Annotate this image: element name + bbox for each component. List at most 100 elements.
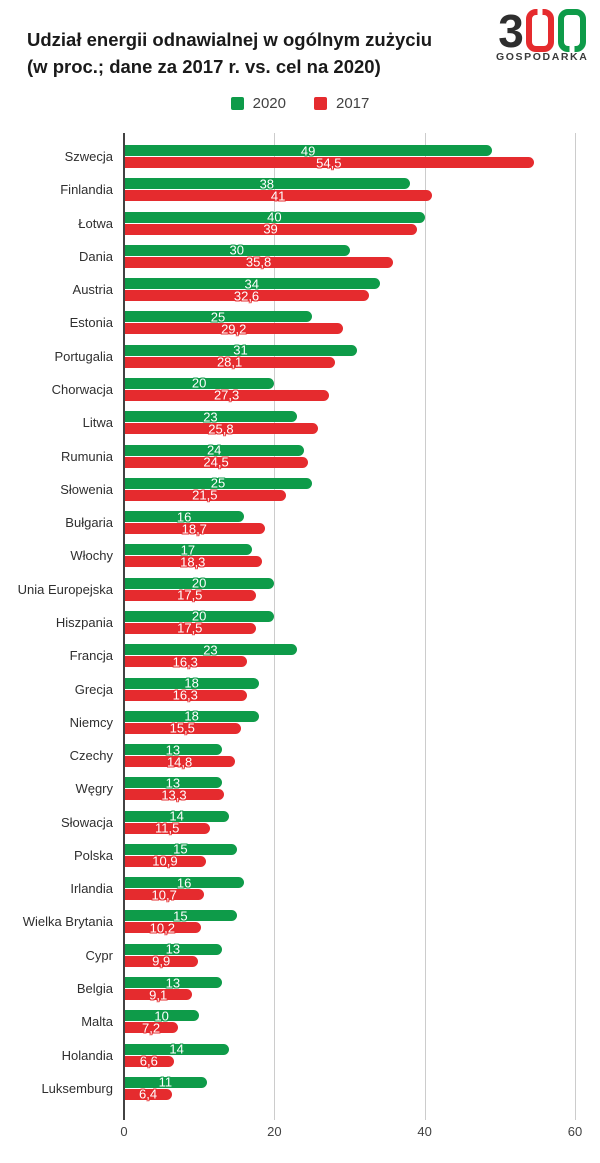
category-label: Szwecja	[64, 149, 113, 164]
bar-2017[interactable]: 6,6	[124, 1055, 174, 1068]
bar-value-label: 29,2	[221, 321, 247, 337]
bar-2017[interactable]: 54,5	[124, 156, 534, 169]
bar-2020[interactable]: 25	[124, 309, 312, 325]
bar-2017[interactable]: 9,1	[124, 988, 193, 1001]
legend: 2020 2017	[0, 95, 600, 112]
bar-2017[interactable]: 7,2	[124, 1021, 179, 1034]
bar-2020[interactable]: 24	[124, 444, 305, 457]
bar-2020[interactable]: 18	[124, 675, 260, 691]
bar-value-label: 41	[270, 188, 286, 204]
bar-2020[interactable]: 20	[124, 608, 275, 624]
logo-300gospodarka: 3 GOSPODARKA	[496, 4, 589, 64]
bar-2017[interactable]: 18,3	[124, 555, 262, 568]
bar-value-label: 18,7	[181, 521, 207, 537]
bar-2017[interactable]: 17,5	[124, 587, 256, 603]
bar-group: 34 32,6	[124, 276, 575, 304]
bar-2020[interactable]: 13	[124, 743, 222, 756]
bar-2017[interactable]: 32,6	[124, 288, 370, 304]
bar-2020[interactable]: 30	[124, 242, 350, 258]
bar-value-label: 34	[244, 276, 260, 292]
bar-2017[interactable]: 10,9	[124, 855, 206, 868]
bar-2017[interactable]: 39	[124, 223, 418, 236]
category-label: Łotwa	[78, 215, 113, 231]
bar-2017[interactable]: 13,3	[124, 787, 224, 803]
bar-group: 40 39	[124, 211, 575, 236]
bar-2017[interactable]: 29,2	[124, 321, 344, 337]
bar-group: 23 25,8	[124, 410, 575, 435]
bar-value-label: 15	[173, 841, 188, 857]
bar-group: 10 7,2	[124, 1008, 575, 1034]
category-label: Malta	[81, 1014, 113, 1030]
bar-2020[interactable]: 13	[124, 943, 222, 956]
bar-value-label: 16	[176, 509, 192, 525]
bar-2017[interactable]: 11,5	[124, 822, 211, 835]
bar-value-label: 14	[169, 808, 184, 824]
bar-value-label: 17,5	[177, 587, 203, 603]
bar-2017[interactable]: 21,5	[124, 489, 286, 502]
bar-2017[interactable]: 25,8	[124, 422, 318, 435]
bar-2017[interactable]: 24,5	[124, 456, 309, 469]
bar-value-label: 30	[229, 242, 244, 258]
bar-2020[interactable]: 13	[124, 776, 222, 789]
bar-2017[interactable]: 16,3	[124, 689, 247, 702]
bar-2017[interactable]: 10,7	[124, 888, 205, 901]
category-label: Litwa	[82, 415, 113, 431]
bar-2020[interactable]: 34	[124, 276, 380, 292]
bar-2017[interactable]: 15,5	[124, 722, 241, 735]
bar-2020[interactable]: 20	[124, 577, 275, 590]
bar-2017[interactable]: 18,7	[124, 521, 265, 537]
logo-digit-3: 3	[498, 4, 524, 57]
bar-2020[interactable]: 40	[124, 211, 425, 224]
gridline-40	[424, 133, 426, 1120]
logo-caption: GOSPODARKA	[496, 51, 589, 63]
bar-value-label: 16,3	[172, 654, 198, 670]
bar-group: 20 27,3	[124, 377, 575, 402]
bar-value-label: 32,6	[233, 288, 260, 304]
bar-2017[interactable]: 28,1	[124, 356, 336, 369]
bar-2020[interactable]: 17	[124, 543, 252, 556]
category-label: Grecja	[74, 681, 113, 697]
bar-2017[interactable]: 6,4	[124, 1088, 173, 1101]
bar-2020[interactable]: 20	[124, 377, 275, 390]
bar-value-label: 18	[184, 675, 199, 691]
bar-2017[interactable]: 41	[124, 188, 433, 204]
bar-value-label: 16	[176, 875, 192, 891]
bar-2020[interactable]: 16	[124, 875, 245, 891]
bar-2020[interactable]: 25	[124, 477, 312, 490]
category-label: Dania	[79, 248, 113, 264]
bar-value-label: 25	[210, 309, 226, 325]
bar-2020[interactable]: 14	[124, 808, 230, 824]
logo-zero-red-icon	[525, 8, 554, 52]
bar-2020[interactable]: 31	[124, 344, 358, 357]
bar-2020[interactable]: 49	[124, 144, 493, 157]
category-label: Francja	[69, 648, 113, 664]
bar-2017[interactable]: 14,8	[124, 755, 236, 768]
bar-2020[interactable]: 15	[124, 908, 237, 924]
bar-2017[interactable]: 9,9	[124, 955, 199, 968]
category-label: Luksemburg	[41, 1080, 113, 1096]
x-tick-label-60: 60	[567, 1124, 583, 1139]
bar-2020[interactable]: 14	[124, 1043, 230, 1056]
bar-group: 18 16,3	[124, 675, 575, 702]
bar-value-label: 10	[154, 1008, 169, 1024]
bar-2017[interactable]: 35,8	[124, 256, 394, 269]
bar-2017[interactable]: 16,3	[124, 654, 247, 670]
bar-2020[interactable]: 23	[124, 410, 297, 423]
bar-2017[interactable]: 17,5	[124, 622, 256, 635]
bar-2020[interactable]: 23	[124, 643, 297, 656]
bar-value-label: 15	[173, 908, 188, 924]
bar-2020[interactable]: 18	[124, 710, 260, 723]
bar-2020[interactable]: 11	[124, 1076, 207, 1089]
bar-2017[interactable]: 10,2	[124, 921, 201, 934]
bar-group: 13 9,9	[124, 943, 575, 968]
bar-value-label: 20	[191, 608, 207, 624]
bar-2020[interactable]: 16	[124, 509, 245, 525]
bar-2020[interactable]: 13	[124, 976, 222, 989]
bar-2020[interactable]: 15	[124, 841, 237, 857]
category-label: Cypr	[85, 947, 113, 963]
bar-2020[interactable]: 10	[124, 1008, 200, 1024]
bar-2020[interactable]: 38	[124, 177, 410, 190]
bar-2017[interactable]: 27,3	[124, 389, 330, 402]
bar-value-label: 13,3	[161, 787, 187, 803]
bar-group: 13 9,1	[124, 976, 575, 1001]
